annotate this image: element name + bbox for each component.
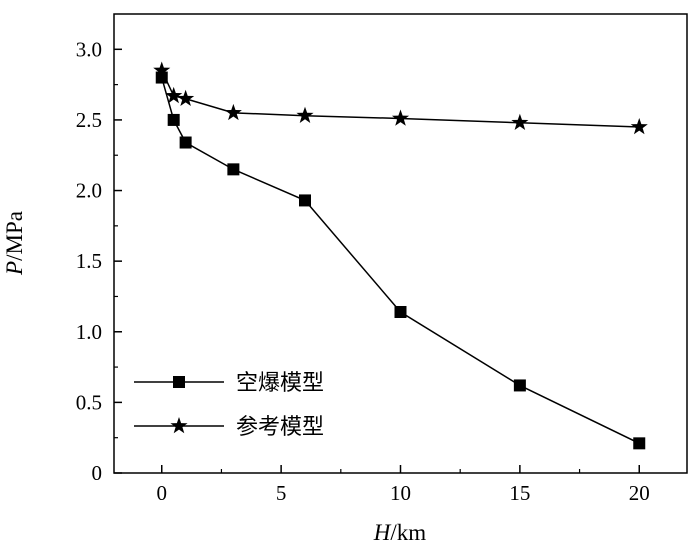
square-marker [633,437,646,450]
x-axis-title: H/km [373,520,427,545]
x-tick-label: 20 [629,481,650,505]
y-tick-label: 1.5 [76,249,102,273]
x-tick-label: 5 [276,481,287,505]
legend-item: 参考模型 [134,415,324,440]
y-tick-label: 2.5 [76,108,102,132]
tick-marks [114,48,640,474]
x-tick-label: 15 [509,481,530,505]
legend-label: 参考模型 [236,415,324,440]
star-marker [153,61,171,78]
star-marker [165,86,183,104]
x-tick-label: 10 [390,481,411,505]
legend-label: 空爆模型 [236,371,324,396]
legend-item: 空爆模型 [134,371,324,396]
y-tick-label: 0.5 [76,390,102,414]
star-marker [224,103,242,121]
plot-frame [113,13,688,474]
y-tick-label: 1.0 [76,320,102,344]
series-line [161,77,640,445]
series-1 [155,71,646,450]
square-marker [179,136,192,149]
square-marker [394,305,407,318]
y-tick-label: 2.0 [76,179,102,203]
legend-square-marker [173,376,185,388]
star-marker [511,113,529,131]
star-marker [296,106,314,123]
series-2 [153,61,648,135]
star-marker [177,89,195,107]
square-marker [513,379,526,392]
tick-labels: 0 5 10 15 20 0 0.5 1.0 1.5 2.0 2.5 3.0 [76,37,650,505]
star-marker [630,117,648,135]
y-axis-title: P/MPa [2,211,27,276]
star-marker [391,109,410,126]
legend-star-marker [170,417,188,434]
y-tick-label: 3.0 [76,37,102,61]
square-marker [227,163,240,176]
square-marker [299,194,311,207]
series-layer [153,61,648,450]
square-marker [167,113,180,126]
x-tick-label: 0 [157,481,168,505]
y-tick-label: 0 [92,461,103,485]
